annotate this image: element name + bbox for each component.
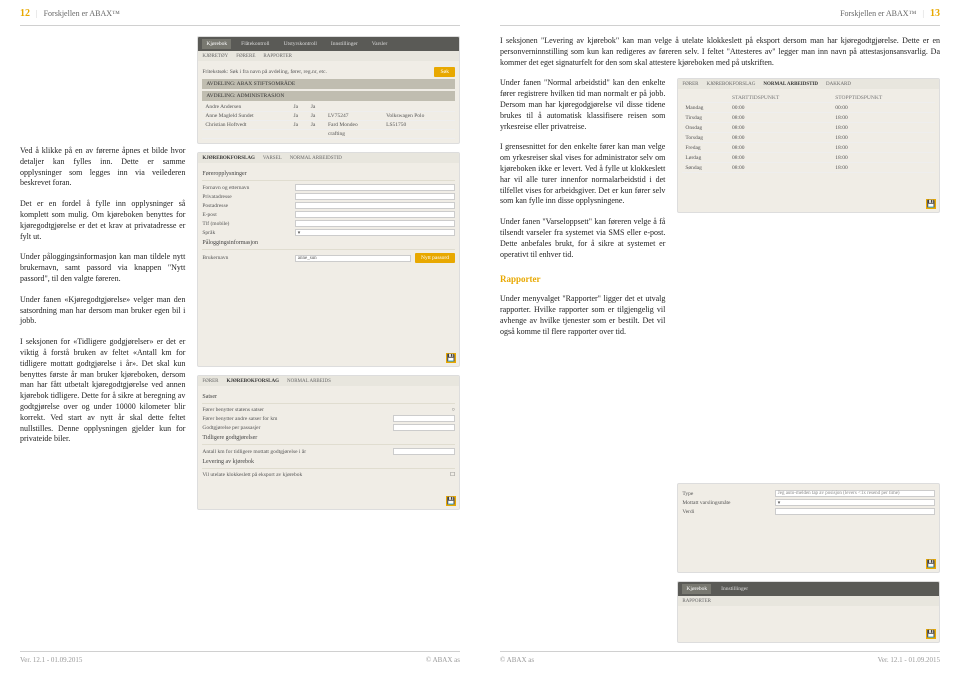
screenshot-drivers-list: Kjørebok Flåtekontroll Utstyrskontroll I… <box>197 36 460 144</box>
divider: | <box>36 9 38 18</box>
left-screenshot-column: Kjørebok Flåtekontroll Utstyrskontroll I… <box>197 36 460 643</box>
page-footer: Ver. 12.1 - 01.09.2015 © ABAX as <box>500 651 940 664</box>
alert-type-select[interactable]: Jeg auto-melden tap av posisjon (levers … <box>775 490 935 497</box>
form-tab[interactable]: DAKKARD <box>826 82 851 87</box>
table-row[interactable]: Andre AndersenJaJa <box>202 103 455 112</box>
page-number: 12 <box>20 8 30 19</box>
page-number: 13 <box>930 8 940 19</box>
page-header-left: 12 | Forskjellen er ABAX™ <box>20 8 460 26</box>
search-button[interactable]: Søk <box>434 67 455 77</box>
app-nav: Kjørebok Flåtekontroll Utstyrskontroll I… <box>198 37 459 51</box>
table-row: Onsdag08:0018:00 <box>682 123 935 133</box>
table-row[interactable]: crafting <box>202 130 455 139</box>
form-tab[interactable]: NORMAL ARBEIDSTID <box>763 82 818 87</box>
table-row: Torsdag08:0018:00 <box>682 133 935 143</box>
table-row: Fredag08:0018:00 <box>682 143 935 153</box>
right-page: Forskjellen er ABAX™ | 13 I seksjonen "L… <box>480 0 960 676</box>
group-title: Føreropplysninger <box>202 171 455 177</box>
brand-title: Forskjellen er ABAX™ <box>840 9 916 18</box>
app-nav: Kjørebok Innstillinger <box>678 582 939 596</box>
screenshot-driver-form: KJØREBOKFORSLAG VARSEL NORMAL ARBEIDSTID… <box>197 152 460 367</box>
subnav-tab[interactable]: RAPPORTER <box>263 54 292 59</box>
app-subnav: KJØRETØY FØRERE RAPPORTER <box>198 51 459 61</box>
drivers-table: Andre AndersenJaJa Anne Magleld SundetJa… <box>202 103 455 139</box>
phone-input[interactable] <box>295 220 455 227</box>
group-title: Tidligere godtgjørelser <box>202 435 455 441</box>
table-row[interactable]: Anne Magleld SundetJaJaLV75247Volkswagen… <box>202 112 455 121</box>
save-icon[interactable]: 💾 <box>926 629 936 639</box>
paragraph: Det er en fordel å fylle inn opplysninge… <box>20 199 185 242</box>
copyright-text: © ABAX as <box>500 656 534 664</box>
screenshot-alerts: Type Jeg auto-melden tap av posisjon (le… <box>677 483 940 573</box>
left-page: 12 | Forskjellen er ABAX™ Ved å klikke p… <box>0 0 480 676</box>
copyright-text: © ABAX as <box>426 656 460 664</box>
nav-tab[interactable]: Utstyrskontroll <box>280 39 321 49</box>
dept-bar[interactable]: Avdeling: Abax stiftsområde <box>202 79 455 89</box>
form-tabs: FØRER KJØREBOKFORSLAG NORMAL ARBEIDSTID … <box>678 79 939 89</box>
alert-value-input[interactable] <box>775 508 935 515</box>
table-row: Tirsdag08:0018:00 <box>682 113 935 123</box>
paragraph: I grensesnittet for den enkelte fører ka… <box>500 142 665 207</box>
nav-tab[interactable]: Kjørebok <box>202 39 231 49</box>
version-text: Ver. 12.1 - 01.09.2015 <box>20 656 82 664</box>
address-input[interactable] <box>295 193 455 200</box>
intro-paragraph: I seksjonen "Levering av kjørebok" kan m… <box>500 36 940 68</box>
page-header-right: Forskjellen er ABAX™ | 13 <box>500 8 940 26</box>
paragraph: Under fanen «Kjøregodtgjørelse» velger m… <box>20 295 185 327</box>
version-text: Ver. 12.1 - 01.09.2015 <box>878 656 940 664</box>
paragraph: Under fanen "Normal arbeidstid" kan den … <box>500 78 665 132</box>
language-select[interactable]: ▾ <box>295 229 455 236</box>
save-icon[interactable]: 💾 <box>926 199 936 209</box>
nav-tab[interactable]: Innstillinger <box>717 584 752 594</box>
left-text-column: Ved å klikke på en av førerne åpnes et b… <box>20 36 185 643</box>
nav-tab[interactable]: Flåtekontroll <box>237 39 273 49</box>
screenshot-rates: FØRER KJØREBOKFORSLAG NORMAL ARBEIDS Sat… <box>197 375 460 510</box>
email-input[interactable] <box>295 211 455 218</box>
screenshot-worktime: FØRER KJØREBOKFORSLAG NORMAL ARBEIDSTID … <box>677 78 940 213</box>
table-row: Søndag08:0018:00 <box>682 163 935 173</box>
save-icon[interactable]: 💾 <box>446 496 456 506</box>
group-title: Satser <box>202 394 455 400</box>
username-input[interactable]: anne_sun <box>295 255 411 262</box>
table-row: Lørdag08:0018:00 <box>682 153 935 163</box>
group-title: Påloggingsinformasjon <box>202 240 455 246</box>
dept-bar[interactable]: Avdeling: Administrasjon <box>202 91 455 101</box>
group-title: Levering av kjørebok <box>202 459 455 465</box>
nav-tab[interactable]: Varsler <box>368 39 392 49</box>
table-row[interactable]: Christian HoftvedtJaJaFard MondeoLS51750 <box>202 121 455 130</box>
divider: | <box>922 9 924 18</box>
save-icon[interactable]: 💾 <box>446 353 456 363</box>
screenshot-reports: Kjørebok Innstillinger RAPPORTER 💾 <box>677 581 940 643</box>
nav-tab[interactable]: Kjørebok <box>682 584 711 594</box>
nav-tab[interactable]: Innstillinger <box>327 39 362 49</box>
worktime-table: StarttidspunktStopptidspunkt Mandag00:00… <box>682 93 935 173</box>
name-input[interactable] <box>295 184 455 191</box>
right-text-column: Under fanen "Normal arbeidstid" kan den … <box>500 78 665 643</box>
alert-method-select[interactable]: ▾ <box>775 499 935 506</box>
save-icon[interactable]: 💾 <box>926 559 936 569</box>
form-tab[interactable]: NORMAL ARBEIDSTID <box>290 156 342 161</box>
postal-input[interactable] <box>295 202 455 209</box>
form-tab[interactable]: KJØREBOKFORSLAG <box>706 82 755 87</box>
subnav-tab[interactable]: FØRERE <box>236 54 255 59</box>
form-tabs: FØRER KJØREBOKFORSLAG NORMAL ARBEIDS <box>198 376 459 386</box>
filter-label: Fritekstsøk: Søk i fra navn på avdeling,… <box>202 69 430 75</box>
form-tab[interactable]: VARSEL <box>263 156 282 161</box>
new-password-button[interactable]: Nytt passord <box>415 253 455 263</box>
form-tab[interactable]: FØRER <box>682 82 698 87</box>
paragraph: Under fanen "Varseloppsett" kan føreren … <box>500 217 665 260</box>
paragraph: Under påloggingsinformasjon kan man tild… <box>20 252 185 284</box>
section-heading: Rapporter <box>500 274 665 284</box>
paragraph: Under menyvalget "Rapporter" ligger det … <box>500 294 665 337</box>
subnav-tab[interactable]: KJØRETØY <box>202 54 228 59</box>
brand-title: Forskjellen er ABAX™ <box>44 9 120 18</box>
form-tab[interactable]: KJØREBOKFORSLAG <box>202 156 255 161</box>
form-tabs: KJØREBOKFORSLAG VARSEL NORMAL ARBEIDSTID <box>198 153 459 163</box>
right-screenshot-column: FØRER KJØREBOKFORSLAG NORMAL ARBEIDSTID … <box>677 78 940 643</box>
table-row: Mandag00:0000:00 <box>682 103 935 113</box>
page-footer: Ver. 12.1 - 01.09.2015 © ABAX as <box>20 651 460 664</box>
paragraph: Ved å klikke på en av førerne åpnes et b… <box>20 146 185 189</box>
paragraph: I seksjonen for «Tidligere godgjørelser»… <box>20 337 185 445</box>
